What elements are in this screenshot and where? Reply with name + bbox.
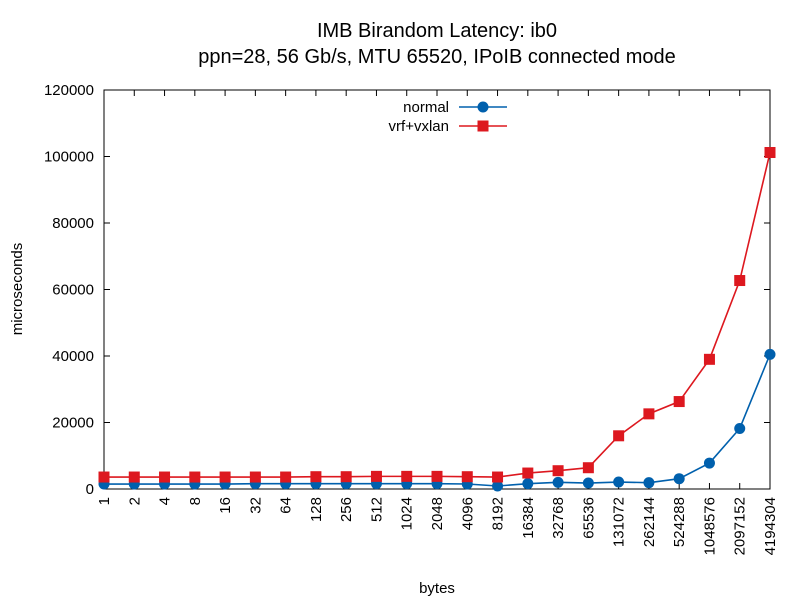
- data-point: [613, 430, 625, 442]
- data-point: [582, 477, 594, 489]
- x-tick-label: 1024: [399, 497, 416, 530]
- x-tick-label: 512: [368, 497, 385, 522]
- y-tick-label: 120000: [44, 82, 94, 99]
- data-point: [582, 462, 594, 474]
- data-point: [734, 275, 746, 287]
- data-point: [492, 480, 504, 492]
- y-tick-label: 80000: [52, 215, 94, 232]
- legend: normal vrf+vxlan: [389, 99, 507, 135]
- data-point: [461, 471, 473, 483]
- series-line: [104, 354, 771, 487]
- x-tick-label: 2048: [429, 497, 446, 530]
- data-point: [431, 470, 443, 482]
- y-axis-label: microseconds: [9, 243, 26, 336]
- legend-label: normal: [403, 99, 449, 116]
- y-tick-label: 100000: [44, 149, 94, 166]
- data-point: [522, 467, 534, 479]
- x-tick-label: 131072: [611, 497, 628, 547]
- series-line: [104, 152, 771, 478]
- data-point: [764, 348, 776, 360]
- chart-title: IMB Birandom Latency: ib0: [317, 20, 557, 42]
- data-point: [673, 473, 685, 485]
- x-tick-label: 16: [217, 497, 234, 514]
- data-point: [370, 470, 382, 482]
- data-point: [734, 422, 746, 434]
- data-point: [552, 465, 564, 477]
- y-tick-label: 0: [86, 481, 94, 498]
- x-tick-label: 2: [126, 497, 143, 505]
- x-tick-label: 16384: [520, 497, 537, 539]
- x-tick-label: 262144: [641, 497, 658, 547]
- x-tick-label: 128: [308, 497, 325, 522]
- data-point: [703, 353, 715, 365]
- data-point: [673, 396, 685, 408]
- x-tick-label: 65536: [580, 497, 597, 539]
- x-tick-label: 256: [338, 497, 355, 522]
- series-normal: [98, 348, 776, 492]
- legend-label: vrf+vxlan: [389, 118, 449, 135]
- y-tick-label: 60000: [52, 282, 94, 299]
- x-tick-label: 32768: [550, 497, 567, 539]
- x-tick-label: 32: [247, 497, 264, 514]
- x-tick-label: 8: [187, 497, 204, 505]
- x-tick-label: 64: [278, 497, 295, 514]
- x-axis-label: bytes: [419, 580, 455, 597]
- legend-marker: [477, 120, 489, 132]
- data-point: [310, 471, 322, 483]
- data-point: [401, 470, 413, 482]
- data-point: [340, 471, 352, 483]
- data-point: [764, 147, 776, 159]
- data-point: [128, 471, 140, 483]
- data-point: [159, 471, 171, 483]
- x-tick-label: 4: [157, 497, 174, 505]
- x-tick-label: 4194304: [762, 497, 779, 555]
- data-point: [552, 476, 564, 488]
- x-tick-label: 8192: [490, 497, 507, 530]
- data-point: [703, 457, 715, 469]
- y-tick-label: 20000: [52, 415, 94, 432]
- legend-marker: [477, 101, 489, 113]
- data-point: [492, 471, 504, 483]
- data-point: [280, 471, 292, 483]
- data-point: [613, 476, 625, 488]
- data-point: [98, 471, 110, 483]
- series-vrf-vxlan: [98, 147, 776, 483]
- y-tick-label: 40000: [52, 348, 94, 365]
- chart-subtitle: ppn=28, 56 Gb/s, MTU 65520, IPoIB connec…: [198, 46, 676, 68]
- x-tick-label: 4096: [459, 497, 476, 530]
- x-tick-label: 524288: [671, 497, 688, 547]
- data-point: [219, 471, 231, 483]
- data-point: [249, 471, 261, 483]
- series-layer: [98, 147, 776, 492]
- data-point: [643, 477, 655, 489]
- data-point: [643, 408, 655, 420]
- x-tick-label: 1048576: [701, 497, 718, 555]
- data-point: [522, 478, 534, 490]
- x-tick-label: 2097152: [732, 497, 749, 555]
- plot-frame: [103, 89, 771, 490]
- x-tick-label: 1: [96, 497, 113, 505]
- data-point: [189, 471, 201, 483]
